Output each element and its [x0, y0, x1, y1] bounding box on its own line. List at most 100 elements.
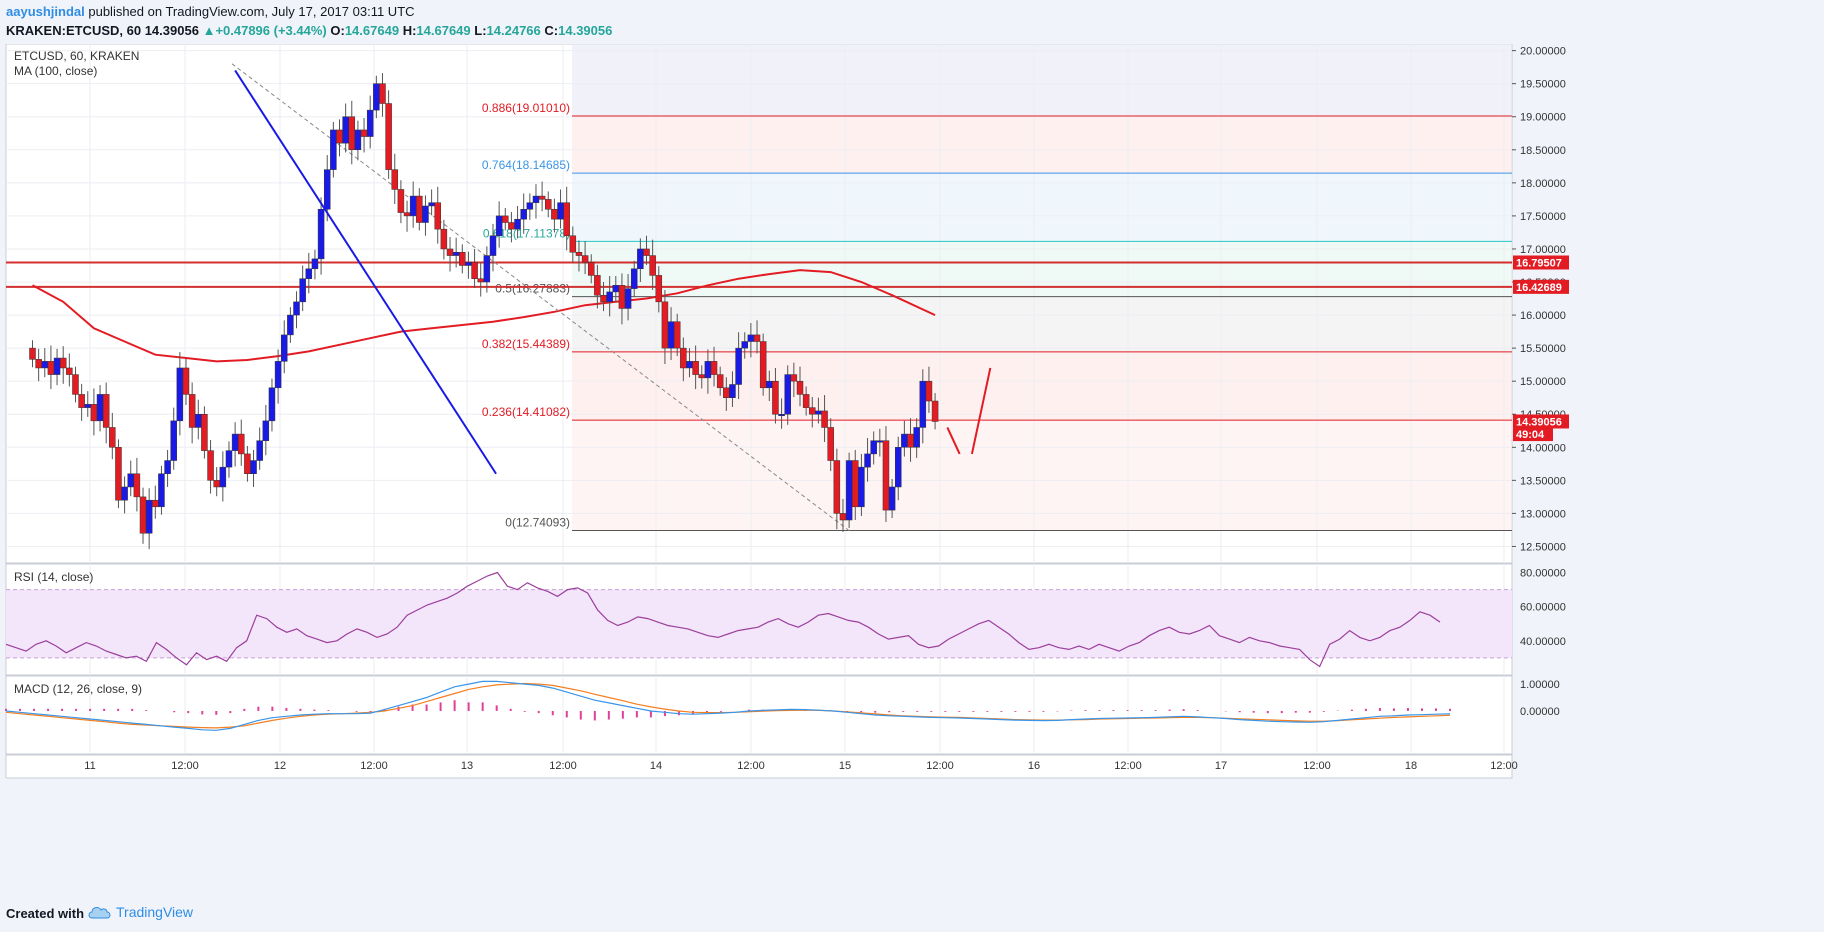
candle [710, 361, 718, 375]
y-tick-label: 15.50000 [1520, 343, 1566, 355]
fib-label: 0(12.74093) [505, 516, 570, 530]
candle [53, 357, 61, 375]
candle [158, 473, 165, 508]
candle [225, 450, 233, 468]
x-axis-bar [5, 754, 1513, 779]
candle [888, 486, 896, 511]
candle [170, 420, 177, 461]
candle [109, 427, 116, 448]
price-change: +0.47896 (+3.44%) [215, 23, 327, 38]
y-tick-label: 18.00000 [1520, 178, 1566, 190]
tradingview-logo[interactable]: TradingView [88, 904, 193, 920]
high-label: H: [402, 23, 417, 38]
macd-tick-label: 0.00000 [1520, 706, 1560, 718]
chart-area[interactable]: 0.886(19.01010) 0.764(18.14685) 0.618(17.1… [0, 44, 1824, 898]
candle [495, 215, 503, 236]
price-tag: 14.39056 [1516, 416, 1562, 428]
candle [630, 268, 638, 289]
candle [195, 413, 202, 428]
candle [815, 410, 822, 415]
x-tick-label: 12:00 [1114, 760, 1142, 772]
candle [409, 195, 417, 217]
candle [692, 361, 699, 375]
fib-zone [572, 420, 1512, 531]
fib-label: 0.5(16.27883) [495, 282, 570, 296]
candle [612, 285, 620, 293]
candle [268, 387, 276, 422]
y-tick-label: 18.50000 [1520, 145, 1566, 157]
x-tick-label: 12 [274, 760, 286, 772]
x-tick-label: 11 [84, 760, 95, 772]
fib-label: 0.236(14.41082) [482, 405, 570, 419]
candle [379, 83, 386, 104]
candle [90, 404, 98, 422]
candle [673, 321, 681, 349]
candle [563, 202, 570, 236]
y-tick-label: 17.50000 [1520, 211, 1566, 223]
price-tag: 16.42689 [1516, 282, 1562, 294]
candle [354, 129, 362, 151]
candle [366, 109, 374, 137]
candle [428, 202, 435, 207]
candle [901, 433, 908, 448]
candle [833, 460, 841, 514]
candle [919, 380, 927, 428]
rsi-line [5, 571, 1441, 668]
candle [557, 202, 564, 220]
open-label: O: [330, 23, 345, 38]
candle [305, 268, 313, 279]
candle [434, 202, 441, 230]
x-tick-label: 14 [650, 760, 662, 772]
header: aayushjindal published on TradingView.co… [0, 0, 1824, 44]
candle [784, 374, 791, 415]
x-tick-label: 18 [1405, 760, 1417, 772]
candle [526, 202, 534, 210]
last-price: 14.39056 [144, 23, 199, 38]
candle [323, 169, 331, 210]
candle [907, 433, 914, 448]
candle [735, 347, 742, 385]
fib-label: 0.764(18.14685) [482, 158, 570, 172]
candle [477, 278, 484, 283]
candle [72, 374, 79, 395]
candle [145, 499, 153, 534]
candle [753, 334, 761, 342]
author-link[interactable]: aayushjindal [6, 4, 85, 19]
candle [127, 473, 134, 488]
candle [133, 473, 141, 498]
candle [188, 394, 196, 428]
candle [925, 380, 933, 402]
candle [581, 255, 589, 263]
candle [287, 314, 294, 336]
candle [667, 321, 675, 349]
candle [115, 447, 122, 501]
candle [360, 129, 368, 137]
symbol-label: KRAKEN:ETCUSD, 60 [6, 23, 142, 38]
candle [317, 209, 325, 260]
candle [643, 248, 650, 256]
rsi-band [6, 589, 1512, 658]
up-triangle-icon: ▲ [202, 23, 216, 38]
candle [348, 116, 356, 151]
candle [551, 209, 558, 220]
fib-label: 0.382(15.44389) [482, 337, 570, 351]
candle [913, 427, 920, 448]
x-tick-label: 12:00 [926, 760, 954, 772]
candle [219, 466, 227, 488]
candle [520, 209, 527, 220]
candle [508, 222, 515, 230]
candle [231, 433, 239, 451]
y-tick-label: 19.00000 [1520, 112, 1566, 124]
candle [29, 347, 36, 360]
fib-zone [572, 296, 1512, 352]
fib-zone [572, 351, 1512, 421]
x-tick-label: 12:00 [360, 760, 388, 772]
candle [772, 380, 779, 415]
macd-title: MACD (12, 26, close, 9) [14, 682, 142, 696]
candle [704, 361, 712, 379]
y-tick-label: 16.00000 [1520, 310, 1566, 322]
symbol-line: KRAKEN:ETCUSD, 60 14.39056 ▲+0.47896 (+3… [6, 23, 612, 38]
candle [483, 255, 491, 283]
candle [373, 83, 380, 111]
candle [336, 129, 343, 144]
